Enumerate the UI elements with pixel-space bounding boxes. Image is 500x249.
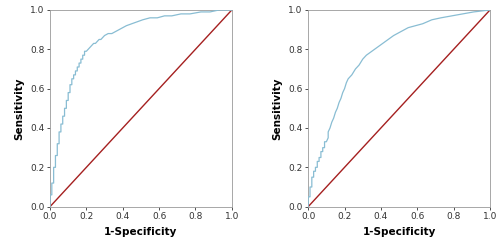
X-axis label: 1-Specificity: 1-Specificity <box>362 227 436 237</box>
Text: a: a <box>26 0 36 2</box>
Y-axis label: Sensitivity: Sensitivity <box>272 77 282 140</box>
Y-axis label: Sensitivity: Sensitivity <box>14 77 24 140</box>
X-axis label: 1-Specificity: 1-Specificity <box>104 227 178 237</box>
Text: b: b <box>284 0 294 2</box>
